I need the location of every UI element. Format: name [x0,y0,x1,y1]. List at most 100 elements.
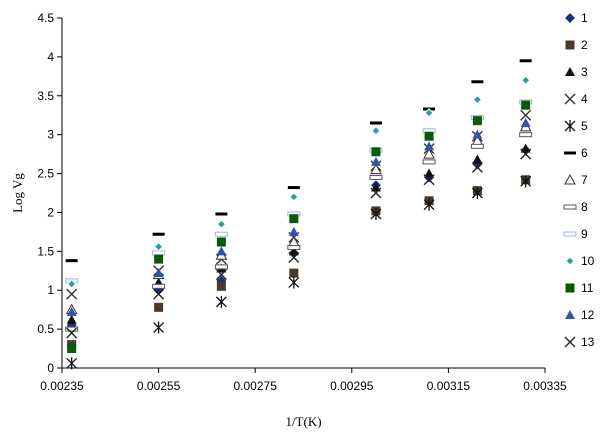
data-point [371,147,381,157]
data-point [424,131,434,141]
data-point [66,327,78,339]
legend-item: 10 [565,254,595,268]
legend-marker [565,13,575,23]
data-point [370,156,381,166]
legend-label: 11 [581,281,594,295]
data-point [65,326,79,332]
data-point [471,161,483,173]
series-11 [67,100,531,354]
data-point [471,187,483,199]
data-point [520,148,532,160]
legend-marker [565,67,575,76]
legend-item: 9 [563,227,588,241]
data-point [520,75,531,85]
y-tick-label: 4 [47,50,54,64]
data-point [289,214,299,224]
y-axis: 0 0.5 1 1.5 2 2.5 3 3.5 4 4.5 [37,11,63,375]
y-tick-label: 0 [47,361,54,375]
legend-item: 8 [563,200,588,214]
legend-marker [564,120,576,132]
data-point [424,141,435,151]
y-tick-label: 3.5 [37,89,54,103]
legend-item: 1 [565,11,588,25]
legend-marker [563,231,577,237]
legend-label: 8 [581,200,588,214]
data-point [369,121,382,125]
y-tick-label: 2.5 [37,167,54,181]
legend-marker [564,93,576,105]
data-point [520,109,532,121]
legend-item: 3 [565,65,588,79]
data-point [520,143,531,153]
data-point [288,226,299,236]
legend-item: 5 [564,119,588,133]
series-4 [66,109,532,300]
x-tick-label: 0.00235 [40,379,84,393]
legend-label: 6 [581,146,588,160]
data-point [288,276,300,289]
data-point [472,116,482,126]
y-tick-label: 4.5 [37,11,54,25]
data-point [519,59,532,63]
data-point [216,281,226,291]
data-point [216,237,226,247]
x-axis: 0.00235 0.00255 0.00275 0.00295 0.00315 0.003… [40,367,567,393]
series-10 [66,75,531,289]
legend-marker [564,173,576,185]
data-point [66,279,77,289]
legend-marker [563,204,577,210]
legend-label: 5 [581,119,588,133]
data-point [472,154,483,164]
data-point [289,192,299,202]
x-tick-label: 0.00315 [427,379,471,393]
y-axis-title: Log Vg [10,173,25,213]
y-tick-label: 0.5 [37,322,54,336]
data-point [154,302,164,312]
data-point [423,148,435,159]
data-point [470,143,484,149]
data-point [65,259,78,263]
legend-marker [564,336,576,348]
data-point [214,264,228,270]
data-point [288,252,300,264]
data-point [423,198,435,211]
legend-label: 9 [581,227,588,241]
data-point [153,241,164,252]
legend-marker [565,283,575,293]
x-tick-label: 0.00335 [523,379,567,393]
data-point [471,80,484,84]
legend-label: 4 [581,92,588,106]
data-point [66,357,78,370]
legend-label: 13 [581,335,595,349]
x-tick-label: 0.00255 [137,379,181,393]
series-12 [66,118,531,316]
data-point [214,231,228,237]
x-tick-label: 0.00275 [234,379,278,393]
legend-marker [564,151,576,155]
series-5 [66,175,532,370]
series-9 [65,99,533,284]
data-point [287,186,300,190]
legend-label: 2 [581,38,588,52]
series-8 [65,132,533,332]
data-point [370,182,381,192]
data-point [370,208,382,220]
data-marks [65,59,533,370]
legend-label: 7 [581,173,588,187]
data-point [519,132,533,138]
data-point [520,118,531,127]
data-point [154,254,164,264]
data-point [153,321,165,334]
legend-label: 12 [581,308,595,322]
data-point [215,269,227,281]
legend-item: 11 [565,281,594,295]
data-point [287,244,301,250]
data-point [67,344,77,354]
data-point [66,314,77,324]
data-point [369,174,383,180]
data-point [424,168,435,178]
data-point [521,100,531,110]
data-point [216,219,227,229]
data-point [215,212,228,216]
